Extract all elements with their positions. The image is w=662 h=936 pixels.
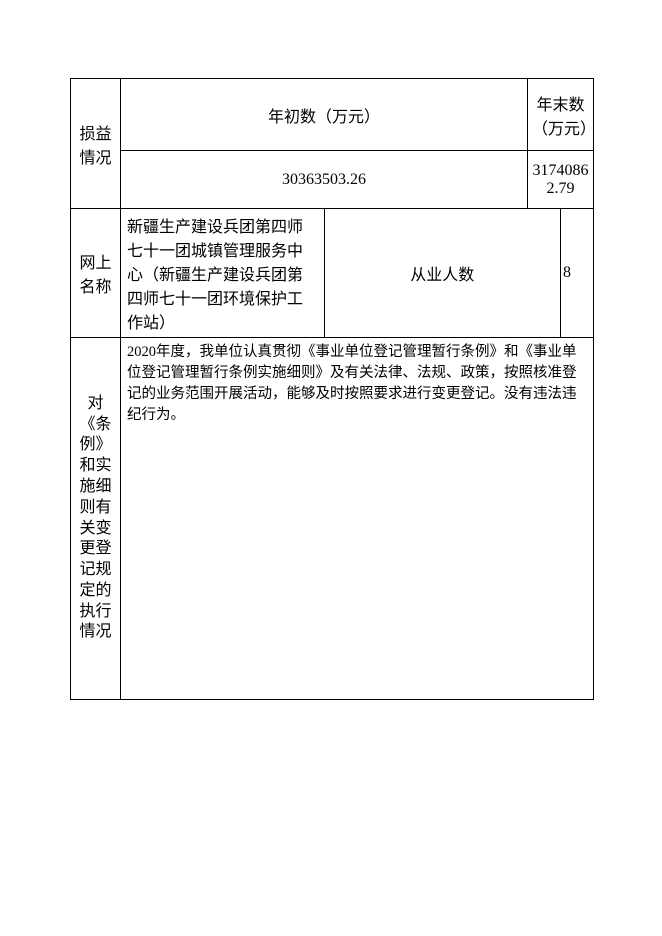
profit-loss-header-row: 损益情况 年初数（万元） 年末数（万元） <box>71 79 594 151</box>
compliance-row: 对《条例》和实施细则有关变更登记规定的执行情况 2020年度，我单位认真贯彻《事… <box>71 338 594 700</box>
year-begin-label: 年初数（万元） <box>121 79 528 151</box>
year-end-value: 31740862.79 <box>528 151 594 209</box>
online-name-label: 网上名称 <box>71 209 121 338</box>
year-begin-value: 30363503.26 <box>121 151 528 209</box>
staff-count-label: 从业人数 <box>324 209 561 338</box>
page-container: 损益情况 年初数（万元） 年末数（万元） 30363503.26 3174086… <box>0 0 662 936</box>
year-end-label: 年末数（万元） <box>528 79 594 151</box>
profit-loss-value-row: 30363503.26 31740862.79 <box>71 151 594 209</box>
staff-count-value: 8 <box>561 209 594 338</box>
compliance-label: 对《条例》和实施细则有关变更登记规定的执行情况 <box>71 338 121 700</box>
org-name-value: 新疆生产建设兵团第四师七十一团城镇管理服务中心（新疆生产建设兵团第四师七十一团环… <box>121 209 325 338</box>
org-name-row: 网上名称 新疆生产建设兵团第四师七十一团城镇管理服务中心（新疆生产建设兵团第四师… <box>71 209 594 338</box>
profit-loss-label: 损益情况 <box>71 79 121 209</box>
compliance-text: 2020年度，我单位认真贯彻《事业单位登记管理暂行条例》和《事业单位登记管理暂行… <box>121 338 594 700</box>
financial-table: 损益情况 年初数（万元） 年末数（万元） 30363503.26 3174086… <box>70 78 594 700</box>
